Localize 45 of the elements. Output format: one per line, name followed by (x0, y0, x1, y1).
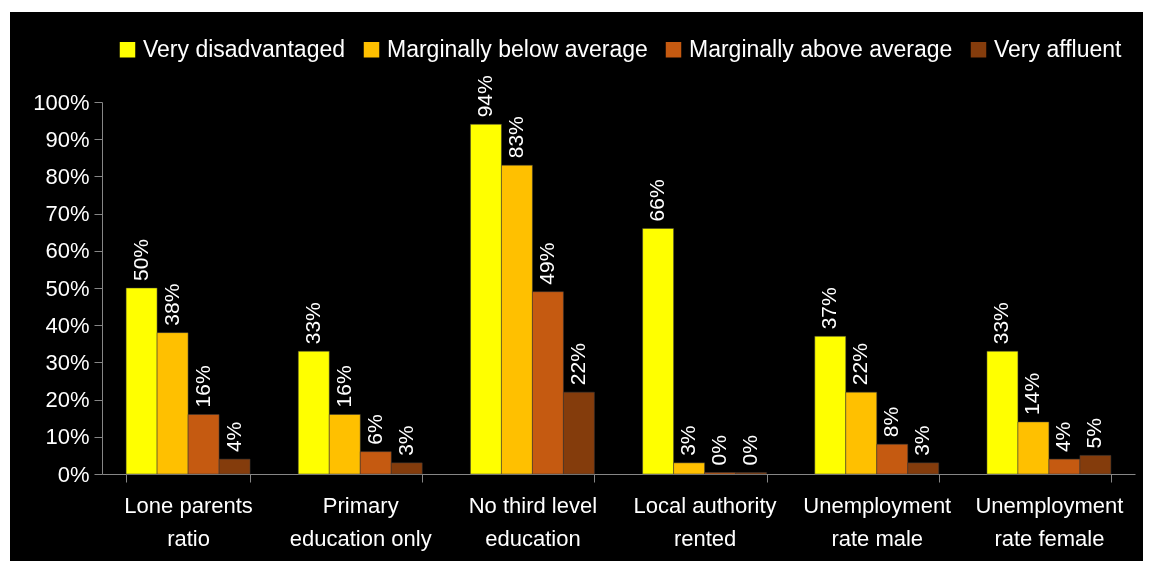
y-tick-label: 20% (45, 387, 90, 413)
data-label: 3% (910, 425, 934, 456)
y-tick-label: 10% (45, 424, 90, 450)
data-label: 37% (817, 287, 841, 330)
data-label: 8% (879, 406, 903, 438)
x-tick-label: Lone parents ratio (124, 492, 253, 551)
data-label: 66% (645, 179, 669, 222)
data-label: 22% (565, 343, 589, 386)
data-label: 4% (1051, 421, 1075, 453)
y-tick-label: 40% (45, 312, 90, 338)
x-tick-label: Unemployment rate female (975, 492, 1124, 551)
y-tick-label: 70% (45, 201, 90, 227)
data-label: 0% (707, 435, 731, 466)
data-label: 94% (472, 75, 496, 118)
x-tick-label: Local authority rented (633, 492, 777, 551)
legend-label: Very affluent (994, 35, 1123, 62)
legend-label: Marginally below average (387, 35, 648, 62)
data-label: 5% (1082, 418, 1106, 449)
data-label: 16% (190, 365, 214, 408)
legend-label: Very disadvantaged (143, 35, 346, 62)
x-tick-label: Primary education only (289, 492, 432, 551)
data-label: 6% (362, 414, 386, 445)
data-label: 33% (300, 302, 324, 345)
y-tick-label: 0% (57, 461, 90, 487)
y-tick-label: 100% (33, 89, 90, 115)
data-label: 3% (676, 425, 700, 456)
y-tick-label: 90% (45, 126, 90, 152)
data-label: 83% (503, 116, 527, 159)
y-tick-label: 60% (45, 238, 90, 264)
legend-label: Marginally above average (689, 35, 953, 62)
y-tick-label: 30% (45, 349, 90, 375)
data-label: 33% (989, 302, 1013, 345)
y-tick-label: 50% (45, 275, 90, 301)
data-label: 0% (738, 435, 762, 466)
y-tick-label: 80% (45, 163, 90, 189)
x-tick-label: Unemployment rate male (803, 492, 952, 551)
data-label: 49% (534, 242, 558, 285)
data-label: 16% (331, 365, 355, 408)
data-label: 38% (159, 283, 183, 326)
data-label: 14% (1020, 372, 1044, 415)
x-tick-label: No third level education (468, 492, 598, 551)
data-label: 22% (848, 343, 872, 386)
data-label: 4% (221, 421, 245, 453)
data-label: 3% (393, 425, 417, 456)
data-label: 50% (128, 238, 152, 281)
